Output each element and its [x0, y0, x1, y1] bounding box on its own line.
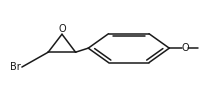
Text: O: O [181, 43, 189, 53]
Text: Br: Br [10, 62, 21, 72]
Text: O: O [58, 24, 66, 34]
